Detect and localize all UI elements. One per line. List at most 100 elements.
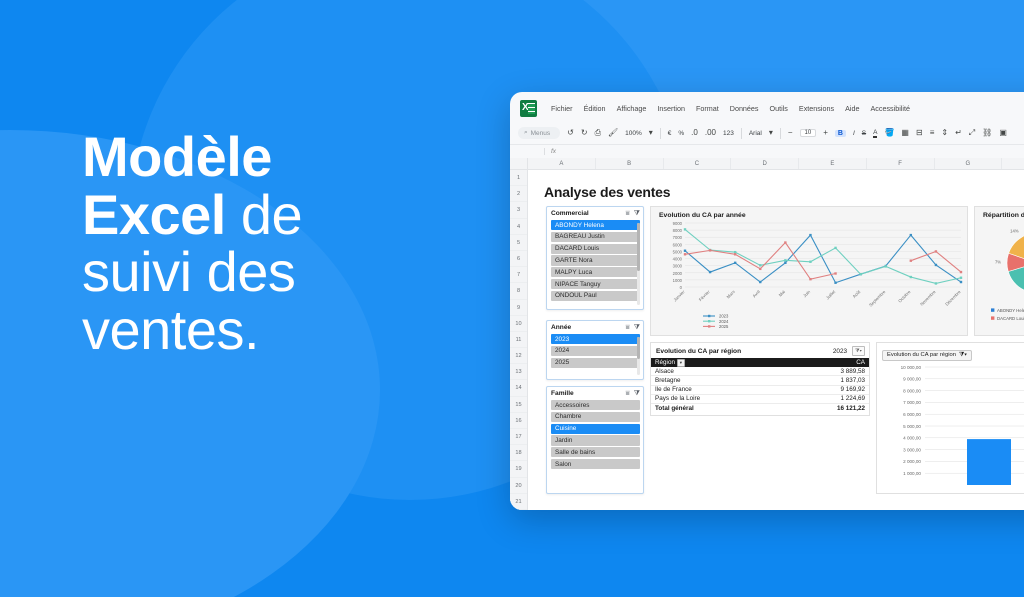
row-header-14[interactable]: 14 xyxy=(510,380,527,397)
slicer-item[interactable]: DACARD Louis xyxy=(551,243,640,254)
decimal-increase-icon[interactable]: .00 xyxy=(704,128,716,137)
zoom-level[interactable]: 100% xyxy=(625,129,642,137)
column-header-H[interactable]: H xyxy=(1002,158,1024,169)
menu-item-accessibilit[interactable]: Accessibilité xyxy=(870,103,911,113)
row-header-6[interactable]: 6 xyxy=(510,251,527,268)
filter-icon[interactable]: ⧩▾ xyxy=(958,351,967,358)
menu-item-format[interactable]: Format xyxy=(695,103,719,113)
menu-item-outils[interactable]: Outils xyxy=(769,103,788,113)
merge-cells-icon[interactable]: ⊟ xyxy=(915,128,923,137)
menu-item-dition[interactable]: Édition xyxy=(583,103,606,113)
fill-color-icon[interactable]: 🪣 xyxy=(884,128,895,137)
pivot-col-region[interactable]: Région ▾ xyxy=(651,358,781,368)
menu-item-insertion[interactable]: Insertion xyxy=(657,103,685,113)
slicer-item[interactable]: 2023 xyxy=(551,334,640,345)
clear-filter-icon[interactable]: ⧩ xyxy=(633,390,640,397)
slicer-item[interactable]: Chambre xyxy=(551,411,640,422)
currency-format-icon[interactable]: € xyxy=(667,129,672,137)
formula-bar[interactable]: fx xyxy=(510,144,1024,158)
percent-format-icon[interactable]: % xyxy=(678,129,685,137)
slicer-item[interactable]: Jardin xyxy=(551,435,640,446)
font-size-input[interactable]: 10 xyxy=(799,129,817,137)
row-header-8[interactable]: 8 xyxy=(510,283,527,300)
strikethrough-button[interactable]: S xyxy=(861,129,867,137)
undo-icon[interactable]: ↺ xyxy=(567,128,574,137)
multi-select-icon[interactable]: ⩸ xyxy=(625,390,630,397)
slicer-item[interactable]: Accessoires xyxy=(551,400,640,411)
row-header-12[interactable]: 12 xyxy=(510,348,527,365)
paint-format-icon[interactable]: 🖌 xyxy=(607,128,619,137)
row-header-1[interactable]: 1 xyxy=(510,170,527,187)
row-header-13[interactable]: 13 xyxy=(510,364,527,381)
menu-search-box[interactable]: ⌕ Menus xyxy=(518,127,561,139)
row-header-20[interactable]: 20 xyxy=(510,478,527,494)
slicer-item[interactable]: NIPACE Tanguy xyxy=(551,278,640,290)
slicer-scrollbar[interactable] xyxy=(637,337,640,375)
slicer-item[interactable]: MALPY Luca xyxy=(551,267,640,278)
slicer-item[interactable]: Salle de bains xyxy=(551,447,640,458)
menu-item-fichier[interactable]: Fichier xyxy=(551,103,573,113)
row-header-17[interactable]: 17 xyxy=(510,429,527,446)
multi-select-icon[interactable]: ⩸ xyxy=(625,210,630,217)
bold-button[interactable]: B xyxy=(834,129,846,137)
clear-filter-icon[interactable]: ⧩ xyxy=(633,210,640,217)
row-header-9[interactable]: 9 xyxy=(510,300,527,316)
row-header-5[interactable]: 5 xyxy=(510,235,527,251)
decimal-decrease-icon[interactable]: .0 xyxy=(691,128,698,137)
row-header-19[interactable]: 19 xyxy=(510,461,527,478)
slicer-item[interactable]: 2025 xyxy=(551,357,640,368)
slicer-annee[interactable]: Année ⩸ ⧩ 2023 2024 2025 xyxy=(546,320,644,380)
clear-filter-icon[interactable]: ⧩ xyxy=(633,324,640,331)
slicer-item[interactable]: Salon xyxy=(551,458,640,470)
column-header-A[interactable]: A xyxy=(528,158,596,169)
borders-icon[interactable]: ▦ xyxy=(901,128,909,137)
filter-icon[interactable]: ⧩▾ xyxy=(852,346,865,356)
row-header-11[interactable]: 11 xyxy=(510,332,527,349)
text-rotate-icon[interactable]: ⤢ xyxy=(968,128,976,137)
row-header-3[interactable]: 3 xyxy=(510,202,527,219)
column-header-G[interactable]: G xyxy=(935,158,1003,169)
italic-button[interactable]: I xyxy=(852,129,855,137)
font-size-increase-button[interactable]: + xyxy=(823,128,828,137)
insert-link-icon[interactable]: ⛓ xyxy=(982,128,993,137)
dropdown-icon[interactable]: ▾ xyxy=(676,358,685,367)
print-icon[interactable]: ⎙ xyxy=(594,128,601,137)
menu-item-extensions[interactable]: Extensions xyxy=(798,103,835,113)
row-header-4[interactable]: 4 xyxy=(510,219,527,235)
row-header-21[interactable]: 21 xyxy=(510,494,527,510)
slicer-item[interactable]: Cuisine xyxy=(551,423,640,434)
slicer-item[interactable]: GARTE Nora xyxy=(551,255,640,266)
row-header-2[interactable]: 2 xyxy=(510,186,527,203)
slicer-scrollbar[interactable] xyxy=(637,223,640,305)
column-header-F[interactable]: F xyxy=(867,158,935,169)
column-header-B[interactable]: B xyxy=(596,158,664,169)
select-all-corner[interactable] xyxy=(510,158,528,169)
slicer-item[interactable]: BAGREAU Justin xyxy=(551,231,640,242)
align-icon[interactable]: ≡ xyxy=(929,128,935,137)
number-format-icon[interactable]: 123 xyxy=(722,129,734,137)
slicer-commercial[interactable]: Commercial ⩸ ⧩ ABONDY Helena BAGREAU Jus… xyxy=(546,206,644,310)
slicer-item[interactable]: 2024 xyxy=(551,345,640,356)
multi-select-icon[interactable]: ⩸ xyxy=(625,324,630,331)
redo-icon[interactable]: ↻ xyxy=(580,128,588,137)
insert-comment-icon[interactable]: ▣ xyxy=(999,128,1007,137)
slicer-item[interactable]: ABONDY Helena xyxy=(551,220,640,231)
slicer-item[interactable]: ONDOUL Paul xyxy=(551,290,640,301)
menu-item-affichage[interactable]: Affichage xyxy=(616,103,647,113)
font-family-select[interactable]: Arial xyxy=(748,129,762,137)
text-wrap-icon[interactable]: ↵ xyxy=(955,128,962,137)
row-header-18[interactable]: 18 xyxy=(510,445,527,462)
menu-item-donnes[interactable]: Données xyxy=(729,103,759,113)
text-color-button[interactable]: A xyxy=(873,128,878,138)
menu-item-aide[interactable]: Aide xyxy=(845,103,860,113)
row-header-7[interactable]: 7 xyxy=(510,267,527,284)
vertical-align-icon[interactable]: ⇕ xyxy=(941,128,949,137)
font-chevron-down-icon[interactable]: ▾ xyxy=(768,128,773,137)
slicer-famille[interactable]: Famille ⩸ ⧩ Accessoires Chambre Cuisine … xyxy=(546,386,644,494)
column-header-E[interactable]: E xyxy=(799,158,867,169)
column-header-D[interactable]: D xyxy=(731,158,799,169)
column-header-C[interactable]: C xyxy=(664,158,732,169)
zoom-chevron-down-icon[interactable]: ▾ xyxy=(648,128,653,137)
row-header-10[interactable]: 10 xyxy=(510,316,527,332)
bar-chart-filter-pill[interactable]: Evolution du CA par région ⧩▾ xyxy=(882,349,972,361)
